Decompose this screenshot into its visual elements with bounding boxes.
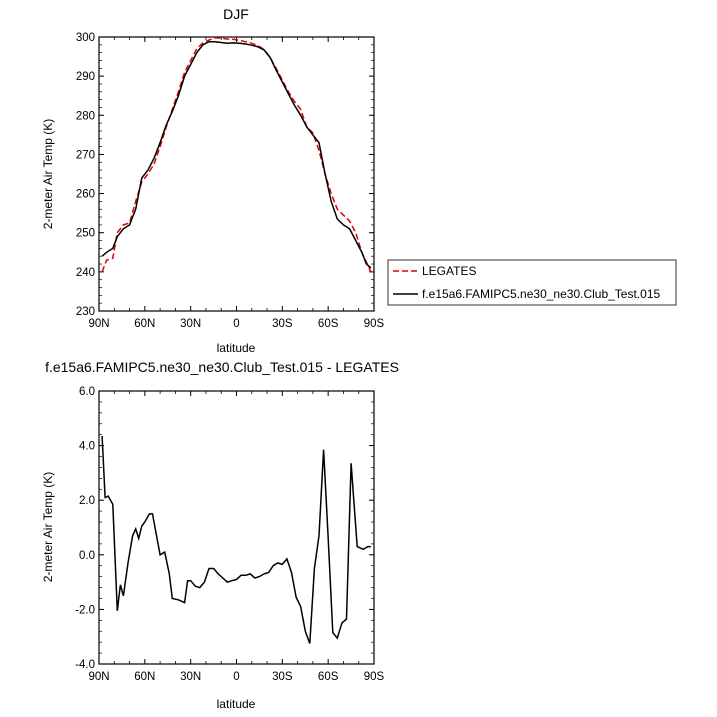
x-tick-label: 30N [180, 318, 201, 330]
x-tick-label: 90S [364, 671, 385, 683]
top-x-axis-label: latitude [217, 341, 256, 355]
f-e15a6-famipc5-ne30-ne30-club-test-015-series-line [101, 40, 372, 269]
y-tick-label: 250 [76, 228, 95, 240]
y-tick-label: 6.0 [79, 386, 95, 398]
y-tick-label: 260 [76, 189, 95, 201]
legend-box [387, 259, 677, 306]
bottom-y-axis-label: 2-meter Air Temp (K) [41, 472, 55, 582]
y-tick-label: 4.0 [79, 441, 95, 453]
x-tick-label: 30S [272, 318, 293, 330]
x-tick-label: 30N [180, 671, 201, 683]
y-tick-label: 2.0 [79, 495, 95, 507]
top-y-axis-label: 2-meter Air Temp (K) [41, 119, 55, 229]
bottom-chart-title: f.e15a6.FAMIPC5.ne30_ne30.Club_Test.015 … [45, 359, 399, 375]
x-tick-label: 90N [88, 318, 109, 330]
legend-label-legates: LEGATES [422, 264, 476, 278]
y-tick-label: -4.0 [75, 659, 95, 671]
legates-series-line [101, 37, 372, 273]
x-tick-label: 0 [233, 671, 239, 683]
bottom-series-group [101, 435, 371, 644]
top-chart-title: DJF [223, 6, 249, 22]
y-tick-label: 280 [76, 110, 95, 122]
x-tick-label: 30S [272, 671, 293, 683]
x-tick-label: 0 [233, 318, 239, 330]
legend: LEGATES f.e15a6.FAMIPC5.ne30_ne30.Club_T… [387, 259, 677, 306]
x-tick-label: 60N [134, 318, 155, 330]
top-temperature-panel: DJF 90N 60N 30N 0 30S 60S 90S 230 240 250 260 270 28… [41, 6, 385, 355]
top-plot-frame [98, 36, 375, 312]
x-tick-label: 60N [134, 671, 155, 683]
bottom-axis-ticks: 90N 60N 30N 0 30S 60S 90S -4.0 -2.0 0.0 2.0 4.0 6.0 [75, 386, 384, 683]
y-tick-label: -2.0 [75, 604, 95, 616]
y-tick-label: 230 [76, 306, 95, 318]
top-axis-ticks: 90N 60N 30N 0 30S 60S 90S 230 240 250 260 270 280 290… [76, 32, 385, 330]
y-tick-label: 270 [76, 149, 95, 161]
x-tick-label: 90S [364, 318, 385, 330]
x-tick-label: 60S [318, 671, 339, 683]
y-tick-label: 290 [76, 71, 95, 83]
y-tick-label: 300 [76, 32, 95, 44]
bottom-difference-panel: f.e15a6.FAMIPC5.ne30_ne30.Club_Test.015 … [41, 359, 399, 711]
y-tick-label: 240 [76, 267, 95, 279]
top-series-group [101, 37, 372, 273]
x-tick-label: 60S [318, 318, 339, 330]
y-tick-label: 0.0 [79, 550, 95, 562]
bottom-x-axis-label: latitude [217, 697, 256, 711]
difference-series-line [101, 435, 371, 644]
x-tick-label: 90N [88, 671, 109, 683]
legend-label-model: f.e15a6.FAMIPC5.ne30_ne30.Club_Test.015 [422, 287, 660, 301]
